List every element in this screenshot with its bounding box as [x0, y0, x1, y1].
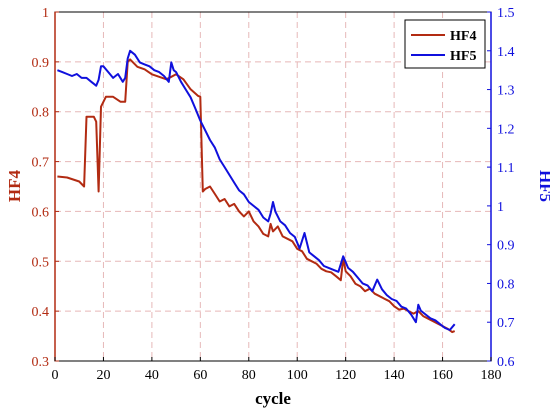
left-y-axis-label: HF4 [5, 169, 24, 202]
left-y-tick-label: 0.7 [32, 156, 50, 171]
x-tick-label: 20 [96, 368, 110, 383]
right-y-axis: 0.6 0.7 0.8 0.9 1 1.1 1.2 1.3 1.4 1.5 [487, 6, 515, 370]
series-lines [57, 49, 456, 334]
right-y-tick-label: 1.4 [497, 45, 515, 60]
right-y-tick-label: 1.5 [497, 6, 515, 21]
left-y-tick-label: 0.4 [32, 305, 50, 320]
right-y-tick-label: 1.1 [497, 161, 515, 176]
x-tick-label: 100 [287, 368, 308, 383]
left-y-tick-label: 0.5 [32, 255, 50, 270]
x-tick-label: 60 [193, 368, 207, 383]
x-tick-label: 180 [481, 368, 502, 383]
right-y-tick-label: 0.9 [497, 239, 515, 254]
x-axis-label: cycle [255, 389, 291, 408]
left-y-tick-label: 0.9 [32, 56, 50, 71]
series-line-hf5 [57, 49, 456, 331]
x-tick-label: 120 [335, 368, 356, 383]
right-y-tick-label: 1.2 [497, 122, 515, 137]
legend-hf4-label: HF4 [450, 29, 476, 44]
x-tick-label: 140 [384, 368, 405, 383]
right-y-tick-label: 0.6 [497, 355, 515, 370]
x-tick-label: 160 [432, 368, 453, 383]
x-tick-label: 0 [52, 368, 59, 383]
right-y-axis-label: HF5 [536, 170, 550, 202]
legend-hf5-label: HF5 [450, 49, 476, 64]
legend-box [404, 19, 486, 69]
legend: HF4 HF5 [404, 19, 486, 69]
right-y-tick-label: 0.8 [497, 277, 515, 292]
left-y-tick-label: 0.6 [32, 205, 50, 220]
left-y-axis: 0.3 0.4 0.5 0.6 0.7 0.8 0.9 1 [32, 6, 59, 370]
left-y-tick-label: 0.8 [32, 106, 50, 121]
x-tick-label: 40 [145, 368, 159, 383]
x-axis: 0 20 40 60 80 100 120 140 160 180 [52, 357, 502, 383]
right-y-tick-label: 1.3 [497, 84, 515, 99]
x-tick-label: 80 [242, 368, 256, 383]
left-y-tick-label: 1 [42, 6, 49, 21]
series-line-hf4 [57, 58, 456, 334]
left-y-tick-label: 0.3 [32, 355, 50, 370]
right-y-tick-label: 0.7 [497, 316, 515, 331]
right-y-tick-label: 1 [497, 200, 504, 215]
